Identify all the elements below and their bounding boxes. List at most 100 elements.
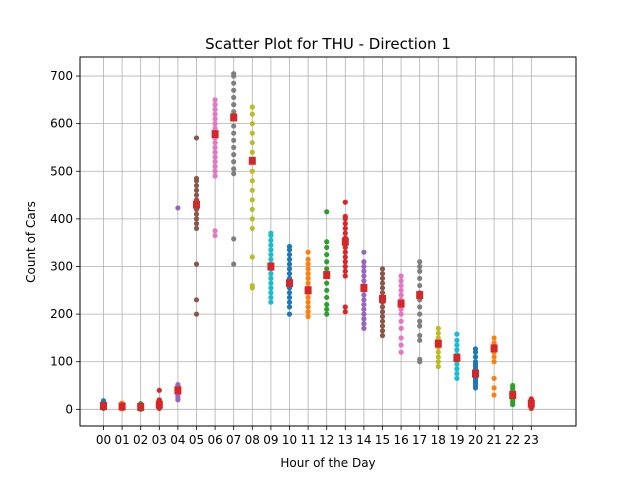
data-point [361, 301, 367, 308]
data-point [398, 282, 404, 289]
data-point [342, 259, 348, 265]
data-point [342, 254, 348, 260]
data-point [435, 363, 441, 370]
x-tick-label: 13 [338, 433, 353, 447]
data-point [361, 316, 367, 322]
data-point [212, 228, 218, 234]
data-point [398, 349, 404, 355]
data-point [491, 375, 497, 381]
x-tick-label: 02 [133, 433, 148, 447]
data-point [454, 347, 460, 353]
data-point [268, 251, 274, 258]
data-point [379, 313, 386, 320]
data-point [379, 304, 386, 310]
data-point [231, 71, 237, 77]
data-point [379, 318, 386, 324]
data-point [342, 304, 348, 310]
data-point [417, 259, 423, 265]
data-point [193, 311, 200, 317]
data-point [212, 154, 218, 160]
data-point [398, 292, 404, 298]
mean-marker [100, 402, 107, 411]
x-tick-label: 04 [170, 433, 185, 447]
data-point [379, 285, 386, 291]
x-tick-label: 01 [114, 433, 129, 447]
data-point [231, 130, 237, 136]
data-point [231, 166, 237, 172]
y-tick-label: 700 [50, 69, 73, 83]
data-point [417, 356, 423, 362]
data-point [379, 332, 386, 339]
mean-marker [174, 386, 182, 395]
data-point [398, 287, 404, 293]
data-point [361, 249, 367, 255]
data-point [342, 213, 348, 220]
data-point [231, 109, 237, 115]
mean-markers [100, 113, 535, 411]
data-point [212, 168, 218, 174]
data-point [342, 249, 348, 255]
data-point [286, 294, 293, 301]
data-point [249, 178, 255, 184]
data-point [305, 271, 311, 277]
data-point [231, 159, 237, 165]
data-point [491, 354, 497, 360]
data-point [305, 266, 311, 272]
data-point [231, 144, 237, 151]
data-point [268, 299, 274, 305]
data-point [305, 249, 311, 255]
data-point [286, 251, 293, 258]
data-point [342, 225, 348, 232]
x-tick-label: 22 [505, 433, 520, 447]
y-tick-label: 100 [50, 355, 73, 369]
data-point [231, 94, 237, 101]
data-point [472, 354, 479, 360]
data-point [398, 318, 404, 324]
x-tick-label: 12 [319, 433, 334, 447]
data-point [398, 278, 404, 284]
data-point [379, 280, 386, 286]
y-tick-label: 600 [50, 117, 73, 131]
data-point [193, 261, 200, 267]
mean-marker [490, 344, 498, 353]
data-point [249, 254, 255, 260]
data-point [342, 273, 348, 279]
y-tick-label: 300 [50, 259, 73, 273]
x-tick-label: 09 [263, 433, 278, 447]
data-point [175, 381, 181, 388]
data-point [324, 301, 330, 308]
data-point [305, 309, 311, 315]
mean-marker [379, 294, 386, 303]
mean-marker [360, 283, 368, 292]
data-point [193, 175, 200, 182]
data-point [491, 335, 497, 341]
mean-marker [397, 299, 405, 308]
data-point [156, 387, 162, 393]
data-point [435, 354, 441, 360]
data-point [268, 294, 274, 301]
x-tick-label: 18 [431, 433, 446, 447]
data-point [435, 359, 441, 365]
data-point [286, 266, 293, 272]
data-point [510, 382, 516, 389]
data-point [472, 346, 479, 352]
data-point [417, 332, 423, 339]
data-point [305, 256, 311, 262]
data-point [361, 263, 367, 270]
data-point [379, 328, 386, 334]
data-point [398, 273, 404, 279]
x-tick-label: 17 [412, 433, 427, 447]
data-point [491, 392, 497, 398]
data-point [491, 359, 497, 365]
mean-marker [193, 200, 200, 209]
x-tick-label: 00 [96, 433, 111, 447]
data-point [342, 268, 348, 274]
data-point [212, 149, 218, 155]
data-point [249, 282, 255, 289]
y-axis-ticks: 0 100 200 300 400 500 600 700 [50, 69, 80, 416]
data-point [212, 116, 218, 122]
data-point [305, 304, 311, 310]
data-point [305, 280, 311, 286]
